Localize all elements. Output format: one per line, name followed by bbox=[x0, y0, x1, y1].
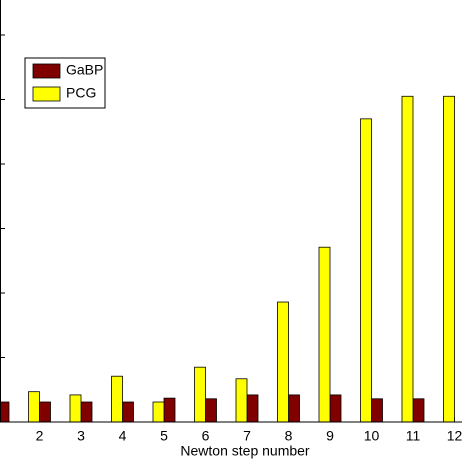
bar bbox=[163, 397, 176, 423]
bar bbox=[152, 401, 165, 423]
x-axis-label: Newton step number bbox=[180, 443, 310, 459]
bar bbox=[246, 394, 259, 423]
legend-swatch bbox=[32, 63, 61, 79]
x-tick-label: 11 bbox=[406, 428, 421, 444]
bar bbox=[412, 398, 425, 423]
bar bbox=[443, 95, 455, 423]
bar bbox=[401, 95, 414, 423]
legend-label: PCG bbox=[66, 85, 96, 101]
x-tick-label: 9 bbox=[326, 428, 334, 444]
legend-label: GaBP bbox=[66, 62, 103, 78]
x-tick-label: 12 bbox=[447, 428, 463, 444]
bar bbox=[80, 401, 93, 423]
bar bbox=[360, 118, 372, 423]
x-tick-label: 2 bbox=[36, 428, 44, 444]
bar bbox=[194, 366, 206, 423]
bar bbox=[235, 378, 248, 423]
bar bbox=[122, 401, 134, 423]
x-tick-label: 5 bbox=[160, 428, 168, 444]
bar bbox=[28, 391, 40, 423]
bar bbox=[288, 394, 300, 423]
legend-swatch bbox=[32, 86, 61, 102]
bar bbox=[329, 394, 342, 423]
bar bbox=[111, 375, 123, 423]
x-tick-label: 6 bbox=[202, 428, 210, 444]
bar bbox=[69, 394, 82, 423]
bar bbox=[318, 246, 331, 423]
x-tick-label: 10 bbox=[364, 428, 380, 444]
x-tick-label: 3 bbox=[77, 428, 85, 444]
bar bbox=[277, 301, 289, 423]
bar bbox=[0, 401, 10, 423]
bar bbox=[205, 398, 217, 423]
bar bbox=[371, 398, 383, 423]
x-tick-label: 8 bbox=[285, 428, 293, 444]
x-tick-label: 4 bbox=[119, 428, 127, 444]
legend: GaBP PCG bbox=[24, 57, 106, 109]
x-tick-label: 7 bbox=[243, 428, 251, 444]
bar bbox=[39, 401, 51, 423]
